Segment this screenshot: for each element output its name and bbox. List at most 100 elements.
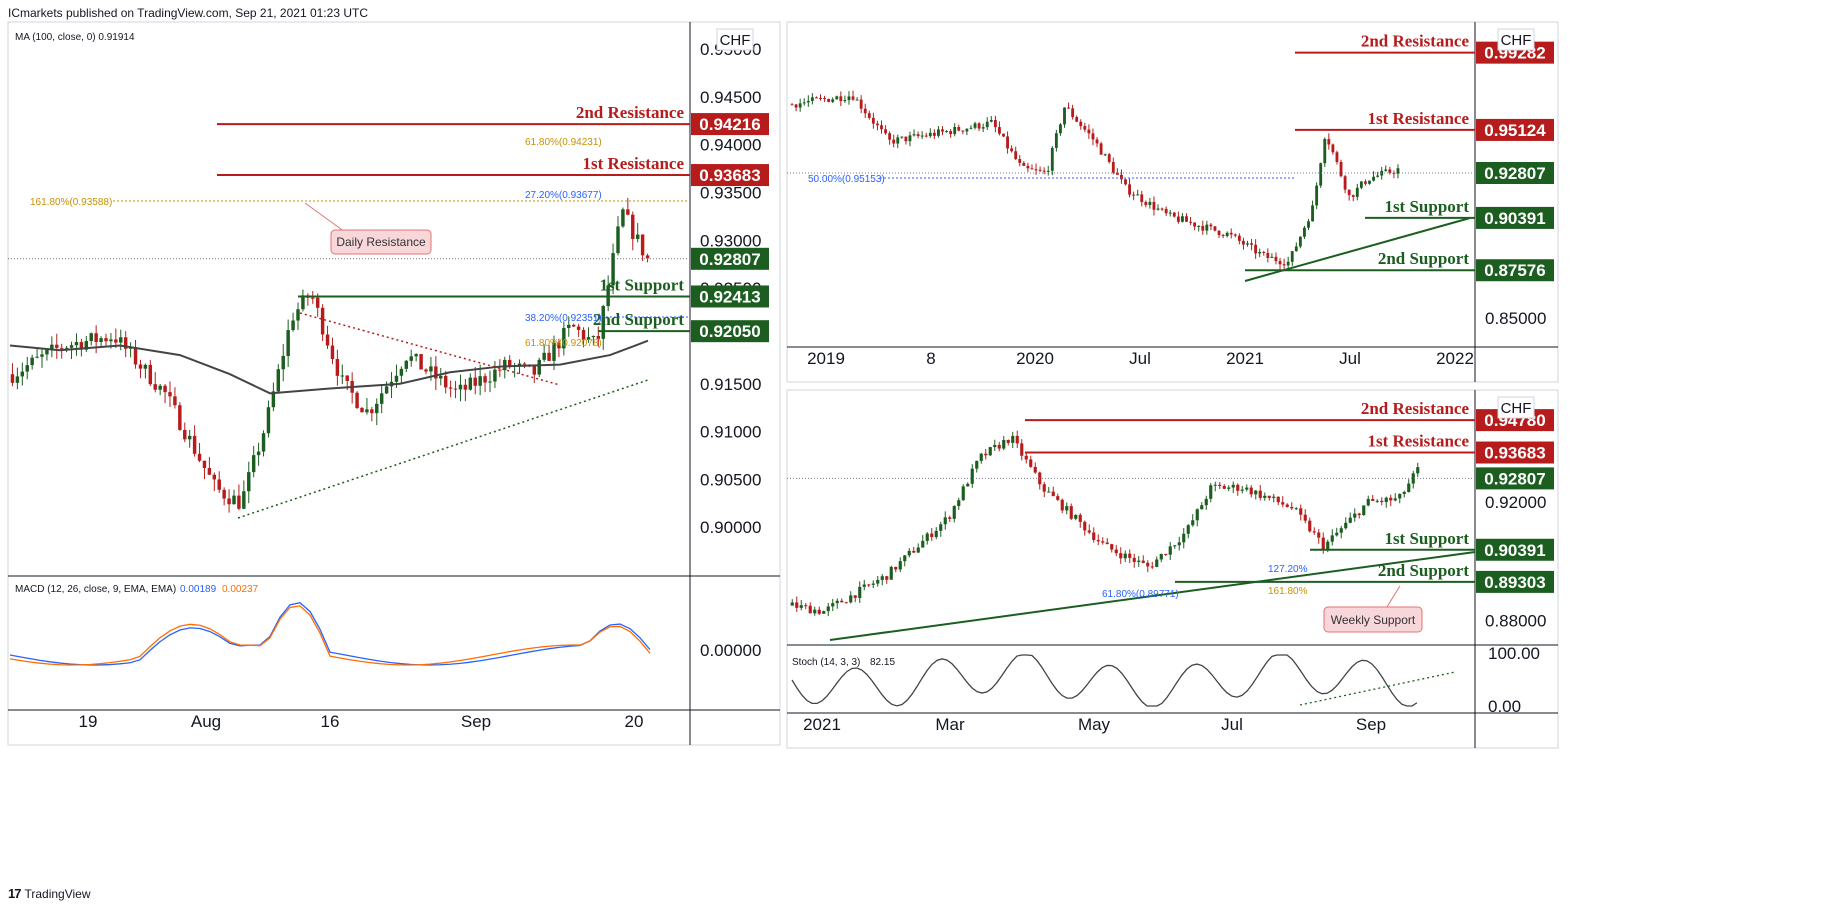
candle-body: [1384, 169, 1388, 171]
panel-frame: [7, 21, 781, 746]
candle-body: [1372, 176, 1375, 181]
candle-body: [379, 393, 384, 404]
candle-body: [1231, 484, 1235, 488]
candle-body: [1258, 251, 1262, 254]
candle-body: [1191, 520, 1195, 526]
candle-body: [488, 381, 492, 383]
candle-body: [517, 363, 522, 366]
candle-body: [576, 326, 581, 330]
candle-body: [1164, 553, 1168, 555]
candle-body: [1152, 201, 1156, 210]
candle-body: [1227, 487, 1231, 489]
candle-body: [867, 584, 871, 586]
candle-body: [1343, 176, 1347, 190]
candle-body: [237, 495, 241, 509]
candle-body: [453, 388, 458, 390]
candle-body: [1160, 208, 1164, 210]
time-tick-label: Sep: [461, 712, 491, 731]
candle-body: [434, 366, 438, 379]
candle-body: [1270, 256, 1274, 258]
candle-body: [1006, 136, 1009, 149]
candle-body: [1344, 522, 1348, 529]
candle-body: [114, 339, 118, 343]
candle-body: [1347, 189, 1351, 196]
candle-body: [1258, 490, 1262, 498]
candle-body: [232, 495, 236, 505]
candle-body: [571, 324, 576, 327]
candle-body: [1330, 535, 1334, 542]
candle-body: [89, 333, 93, 342]
candle-body: [340, 375, 345, 377]
candle-body: [1026, 165, 1030, 169]
candle-body: [1307, 221, 1310, 228]
candle-body: [1069, 506, 1073, 519]
candle-body: [399, 368, 404, 376]
fib-label: 38.20%(0.92351): [525, 313, 602, 324]
candle-body: [1128, 184, 1131, 195]
currency-badge: [1497, 28, 1535, 51]
price-box-label: 0.92050: [699, 322, 760, 341]
candle-body: [1311, 205, 1314, 222]
candle-body: [831, 603, 835, 607]
candle-body: [448, 387, 453, 389]
candle-body: [355, 392, 359, 408]
candle-body: [345, 375, 349, 381]
candle-body: [1047, 491, 1051, 493]
candle-body: [1388, 169, 1392, 173]
candle-body: [84, 341, 89, 350]
time-tick-label: Mar: [935, 715, 965, 734]
candle-body: [1042, 170, 1046, 172]
candle-body: [925, 533, 929, 541]
candle-body: [493, 369, 497, 382]
candle-body: [50, 344, 54, 350]
candle-body: [1407, 483, 1411, 493]
candle-body: [1249, 487, 1253, 495]
candle-body: [1335, 152, 1339, 162]
candle-body: [1078, 514, 1082, 522]
candle-body: [419, 354, 423, 370]
candle-body: [903, 555, 907, 562]
candle-body: [928, 132, 932, 137]
candle-body: [197, 453, 202, 461]
candle-body: [473, 377, 477, 386]
price-tick-label: 0.91500: [700, 375, 761, 394]
time-tick-label: 2022: [1436, 349, 1474, 368]
candle-body: [552, 342, 556, 361]
time-tick-label: 2021: [803, 715, 841, 734]
candle-body: [1173, 545, 1177, 547]
candle-body: [1099, 143, 1103, 155]
candle-body: [937, 129, 940, 136]
candle-body: [1128, 553, 1132, 558]
candle-body: [934, 530, 938, 538]
candle-body: [183, 429, 187, 440]
candle-body: [1376, 175, 1380, 177]
candle-body: [904, 136, 908, 142]
candle-body: [1050, 147, 1054, 171]
candle-body: [1168, 212, 1172, 214]
candle-body: [1120, 174, 1123, 180]
candle-body: [1181, 216, 1184, 222]
candle-body: [876, 123, 879, 126]
candle-body: [795, 602, 799, 608]
candle-body: [168, 392, 172, 397]
candle-body: [635, 234, 640, 239]
candle-body: [973, 123, 977, 128]
candle-body: [790, 104, 794, 106]
candle-body: [217, 479, 221, 490]
candle-body: [1176, 216, 1180, 222]
candle-body: [1389, 497, 1393, 501]
candle-body: [537, 359, 541, 375]
tradingview-logo-icon: 17: [8, 886, 22, 901]
candle-body: [1030, 168, 1034, 170]
currency-label: CHF: [1501, 400, 1532, 417]
support-trendline: [237, 379, 649, 519]
candle-body: [1056, 496, 1060, 500]
candle-body: [1148, 201, 1152, 205]
price-box: [1476, 467, 1554, 490]
candle-body: [965, 128, 969, 132]
candle-body: [256, 451, 261, 456]
level-label: 2nd Resistance: [1361, 399, 1470, 418]
panel-frame: [786, 21, 1559, 383]
candle-body: [1380, 500, 1384, 503]
